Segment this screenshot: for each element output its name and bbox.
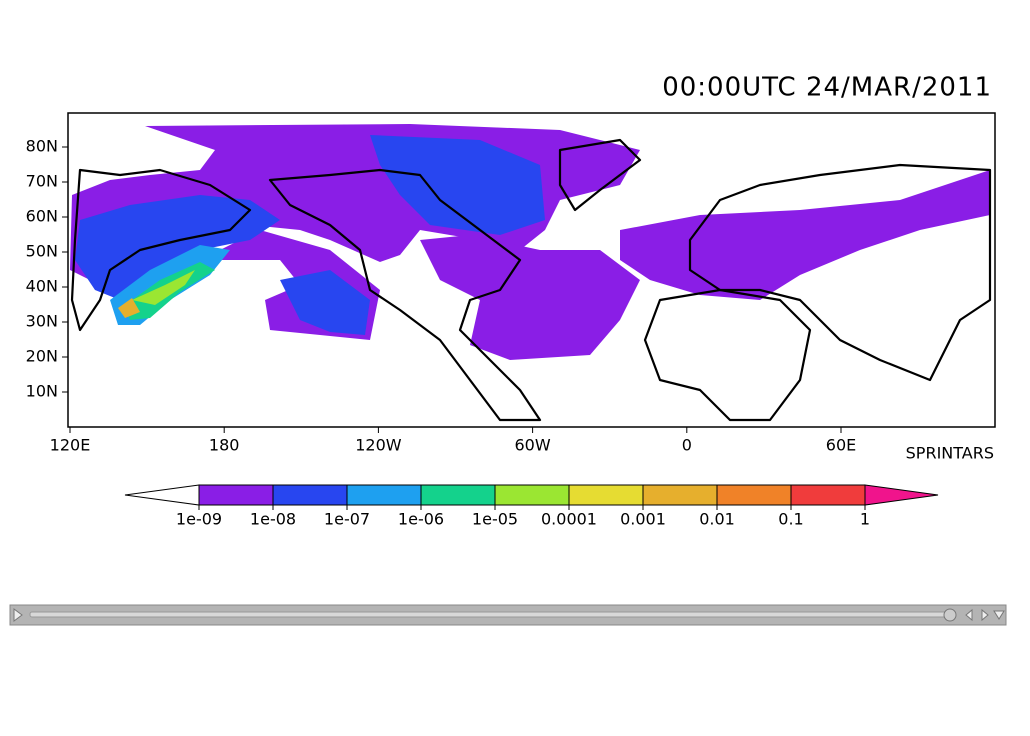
coastline <box>643 288 812 422</box>
title: 00:00UTC 24/MAR/2011 <box>662 73 992 103</box>
lon-label: 180 <box>209 436 240 455</box>
colorbar-swatch <box>790 484 866 506</box>
colorbar-swatch <box>198 484 274 506</box>
lat-label: 60N <box>26 207 58 226</box>
seek-handle[interactable] <box>943 608 957 622</box>
colorbar-swatch <box>716 484 792 506</box>
colorbar-label: 1e-08 <box>250 510 296 529</box>
coastline <box>558 138 642 212</box>
lon-label: 120E <box>50 436 91 455</box>
step-forward-button[interactable] <box>981 608 989 622</box>
play-button[interactable] <box>13 608 23 622</box>
credit: SPRINTARS <box>906 444 994 463</box>
lat-labels: 80N 70N 60N 50N 40N 30N 20N 10N <box>26 137 68 401</box>
colorbar: 1e-09 1e-08 1e-07 1e-06 1e-05 0.0001 0.001 0.01… <box>124 484 939 529</box>
seek-groove <box>29 611 951 618</box>
lon-label: 0 <box>682 436 692 455</box>
colorbar-swatch <box>494 484 570 506</box>
lat-label: 70N <box>26 172 58 191</box>
lon-label: 60W <box>515 436 551 455</box>
coastline <box>70 168 252 332</box>
step-back-button[interactable] <box>965 608 973 622</box>
lon-labels: 120E 180 120W 60W 0 60E <box>50 427 856 455</box>
lat-label: 40N <box>26 277 58 296</box>
plume <box>420 235 640 360</box>
lat-label: 80N <box>26 137 58 156</box>
colorbar-label: 1 <box>860 510 870 529</box>
colorbar-end <box>124 484 200 506</box>
lon-label: 120W <box>355 436 402 455</box>
colorbar-label: 0.0001 <box>541 510 597 529</box>
plume <box>118 298 140 318</box>
lat-label: 10N <box>26 382 58 401</box>
plume <box>280 270 370 335</box>
map <box>67 112 996 428</box>
plume <box>132 270 195 305</box>
colorbar-end <box>864 484 939 506</box>
colorbar-swatch <box>272 484 348 506</box>
coastline <box>688 163 992 382</box>
menu-button[interactable] <box>993 610 1005 620</box>
colorbar-swatch <box>568 484 644 506</box>
player-bar <box>9 604 1007 626</box>
colorbar-swatch <box>420 484 496 506</box>
colorbar-swatch <box>346 484 422 506</box>
lat-label: 20N <box>26 347 58 366</box>
colorbar-label: 0.1 <box>778 510 803 529</box>
plume <box>620 170 990 300</box>
colorbar-label: 1e-07 <box>324 510 370 529</box>
lat-label: 50N <box>26 242 58 261</box>
plume <box>75 195 280 300</box>
colorbar-label: 0.01 <box>699 510 735 529</box>
colorbar-label: 1e-06 <box>398 510 444 529</box>
colorbar-label: 1e-09 <box>176 510 222 529</box>
lat-label: 30N <box>26 312 58 331</box>
lon-label: 60E <box>826 436 856 455</box>
plume <box>370 135 545 235</box>
colorbar-label: 0.001 <box>620 510 666 529</box>
colorbar-label: 1e-05 <box>472 510 518 529</box>
colorbar-swatch <box>642 484 718 506</box>
coastline <box>268 168 542 422</box>
